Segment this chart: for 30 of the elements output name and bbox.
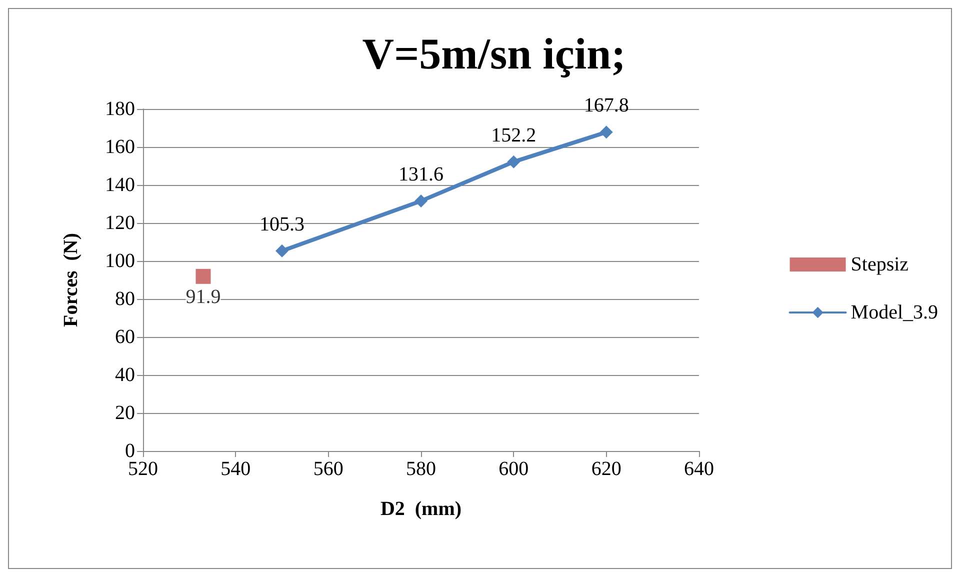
data-label: 105.3 <box>260 213 304 236</box>
y-tick-label: 140 <box>105 174 135 196</box>
point <box>196 268 211 284</box>
data-label: 131.6 <box>398 163 444 186</box>
y-tick-label: 180 <box>105 98 135 120</box>
point <box>507 155 520 168</box>
data-label: 91.9 <box>186 286 221 308</box>
y-axis-title: Forces (N) <box>60 232 82 328</box>
y-tick-label: 40 <box>115 364 135 386</box>
x-tick-label: 540 <box>220 458 251 480</box>
x-tick-label: 560 <box>313 458 344 480</box>
x-tick-label: 600 <box>498 458 529 480</box>
y-tick-label: 120 <box>105 212 135 234</box>
point <box>600 126 613 139</box>
x-tick-label: 620 <box>591 458 622 480</box>
legend-label: Model_3.9 <box>850 302 938 324</box>
legend-label: Stepsiz <box>850 254 909 276</box>
point <box>414 194 428 208</box>
data-label: 152.2 <box>491 124 536 146</box>
y-tick-label: 160 <box>105 136 135 158</box>
data-label: 167.8 <box>584 94 629 117</box>
y-tick-label: 20 <box>115 402 135 424</box>
x-tick-label: 640 <box>684 458 714 480</box>
y-tick-label: 100 <box>105 250 135 272</box>
y-tick-label: 60 <box>115 326 135 348</box>
x-tick-label: 580 <box>406 458 436 480</box>
point <box>276 244 288 258</box>
x-axis-title: D2 (mm) <box>380 498 462 520</box>
chart-title: V=5m/sn için; <box>362 30 626 78</box>
y-tick-label: 80 <box>115 288 135 310</box>
